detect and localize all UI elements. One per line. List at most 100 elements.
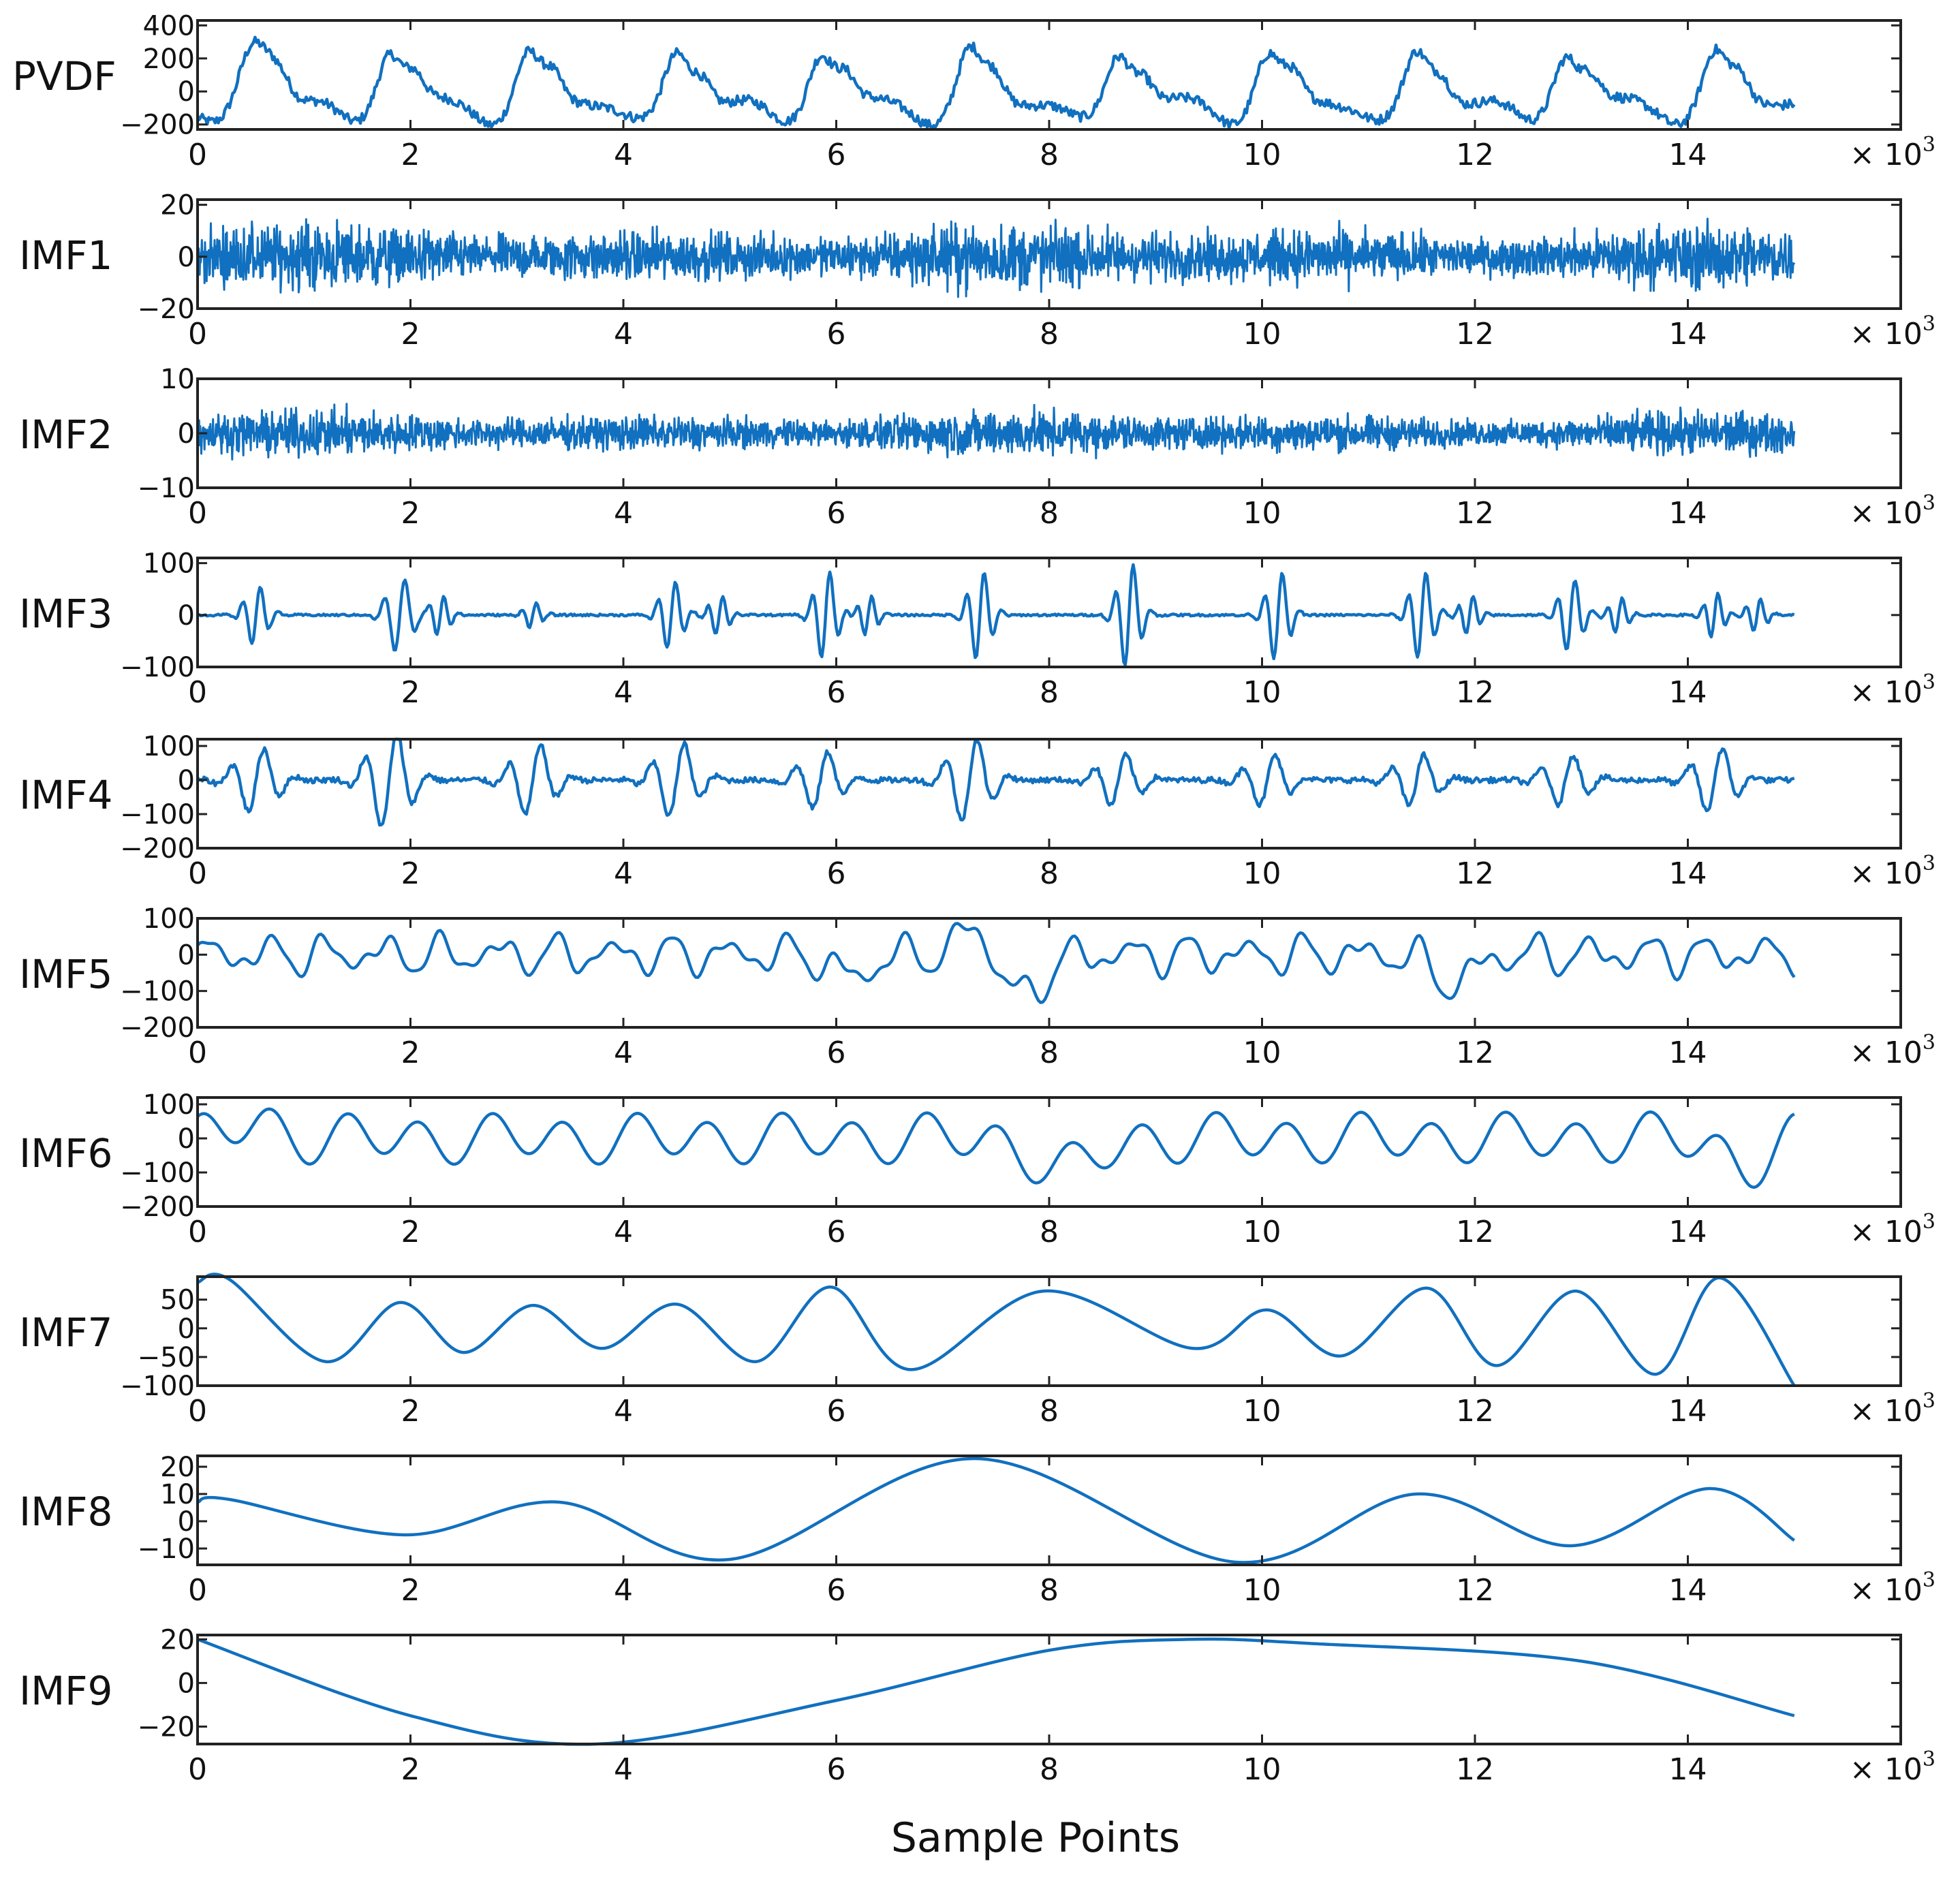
x-multiplier-label: × 103 xyxy=(1850,852,1935,891)
x-tick-label: 10 xyxy=(1243,1752,1281,1787)
x-multiplier-label: × 103 xyxy=(1850,1210,1935,1249)
x-tick-label: 0 xyxy=(188,856,207,891)
x-multiplier-exponent: 3 xyxy=(1923,1031,1935,1055)
x-tick-label: 14 xyxy=(1669,1752,1707,1787)
x-tick-label: 6 xyxy=(827,138,846,172)
x-tick-label: 2 xyxy=(401,138,420,172)
x-tick-label: 4 xyxy=(614,1036,633,1070)
x-tick-label: 8 xyxy=(1040,1394,1059,1429)
x-tick-label: 14 xyxy=(1669,1036,1707,1070)
x-tick-label: 6 xyxy=(827,496,846,531)
panel-frame xyxy=(196,917,1902,1029)
x-multiplier-label: × 103 xyxy=(1850,1031,1935,1070)
x-multiplier-exponent: 3 xyxy=(1923,1568,1935,1592)
x-tick-label: 14 xyxy=(1669,675,1707,710)
x-multiplier-label: × 103 xyxy=(1850,312,1935,352)
x-tick-label: 0 xyxy=(188,1394,207,1429)
x-tick-label: 4 xyxy=(614,1752,633,1787)
x-tick-label: 12 xyxy=(1456,675,1494,710)
x-multiplier-exponent: 3 xyxy=(1923,852,1935,875)
x-tick-label: 14 xyxy=(1669,496,1707,531)
x-tick-label: 4 xyxy=(614,1573,633,1608)
x-multiplier-exponent: 3 xyxy=(1923,312,1935,336)
x-tick-label: 0 xyxy=(188,138,207,172)
x-tick-label: 8 xyxy=(1040,675,1059,710)
y-tick-label: 50 xyxy=(160,1285,195,1316)
y-tick-label: −200 xyxy=(120,1012,195,1044)
imf4-series-line xyxy=(196,737,1795,827)
y-tick-label: −10 xyxy=(138,473,195,504)
y-tick-label: −100 xyxy=(120,1371,195,1402)
x-tick-label: 4 xyxy=(614,675,633,710)
y-tick-label: 0 xyxy=(178,76,195,108)
x-tick-label: 4 xyxy=(614,1394,633,1429)
x-tick-label: 2 xyxy=(401,496,420,531)
imf6-series-line xyxy=(196,1107,1795,1189)
x-tick-label: 12 xyxy=(1456,856,1494,891)
y-tick-label: 0 xyxy=(178,1123,195,1155)
x-tick-label: 10 xyxy=(1243,1215,1281,1249)
x-tick-label: 4 xyxy=(614,138,633,172)
x-tick-label: 8 xyxy=(1040,856,1059,891)
y-tick-label: 0 xyxy=(178,939,195,971)
x-multiplier-exponent: 3 xyxy=(1923,491,1935,515)
imf8-series-line xyxy=(197,1457,1796,1564)
x-tick-label: 4 xyxy=(614,496,633,531)
y-tick-label: 0 xyxy=(178,600,195,632)
x-tick-label: 6 xyxy=(827,856,846,891)
y-tick-label: 20 xyxy=(160,1452,195,1483)
x-multiplier-label: × 103 xyxy=(1850,1747,1935,1787)
x-tick-label: 2 xyxy=(401,1215,420,1249)
x-tick-label: 14 xyxy=(1669,1215,1707,1249)
y-tick-label: 0 xyxy=(178,1313,195,1345)
panel-label-pvdf: PVDF xyxy=(12,53,116,99)
x-multiplier-label: × 103 xyxy=(1850,1389,1935,1429)
x-tick-label: 6 xyxy=(827,1394,846,1429)
x-tick-label: 2 xyxy=(401,317,420,352)
panel-label-imf2: IMF2 xyxy=(19,411,112,458)
y-tick-label: 10 xyxy=(160,1479,195,1510)
y-tick-label: 100 xyxy=(143,1089,195,1121)
x-tick-label: 10 xyxy=(1243,138,1281,172)
panel-frame xyxy=(196,738,1902,850)
x-tick-label: 12 xyxy=(1456,317,1494,352)
pvdf-series-line xyxy=(196,35,1796,129)
y-tick-label: 0 xyxy=(178,242,195,273)
x-tick-label: 2 xyxy=(401,1394,420,1429)
panel-frame xyxy=(196,19,1902,131)
y-tick-label: 200 xyxy=(143,44,195,75)
x-tick-label: 12 xyxy=(1456,138,1494,172)
x-tick-label: 8 xyxy=(1040,1215,1059,1249)
x-tick-label: 10 xyxy=(1243,496,1281,531)
panel-label-imf8: IMF8 xyxy=(19,1489,112,1535)
x-multiplier-label: × 103 xyxy=(1850,1568,1935,1608)
x-tick-label: 0 xyxy=(188,496,207,531)
x-tick-label: 14 xyxy=(1669,138,1707,172)
x-tick-label: 6 xyxy=(827,1752,846,1787)
panel-frame xyxy=(196,557,1902,668)
y-tick-label: 0 xyxy=(178,1506,195,1538)
x-tick-label: 12 xyxy=(1456,1573,1494,1608)
panel-label-imf9: IMF9 xyxy=(19,1668,112,1714)
imf1-series-line xyxy=(196,217,1796,298)
x-multiplier-exponent: 3 xyxy=(1923,133,1935,157)
x-tick-label: 4 xyxy=(614,856,633,891)
x-tick-label: 10 xyxy=(1243,1573,1281,1608)
x-tick-label: 10 xyxy=(1243,1394,1281,1429)
x-tick-label: 4 xyxy=(614,317,633,352)
x-tick-label: 10 xyxy=(1243,856,1281,891)
x-tick-label: 6 xyxy=(827,675,846,710)
x-multiplier-label: × 103 xyxy=(1850,133,1935,172)
x-tick-label: 14 xyxy=(1669,1394,1707,1429)
x-tick-label: 10 xyxy=(1243,317,1281,352)
x-tick-label: 0 xyxy=(188,1036,207,1070)
x-multiplier-label: × 103 xyxy=(1850,491,1935,531)
imf9-series-line xyxy=(197,1637,1795,1746)
x-tick-label: 0 xyxy=(188,1752,207,1787)
